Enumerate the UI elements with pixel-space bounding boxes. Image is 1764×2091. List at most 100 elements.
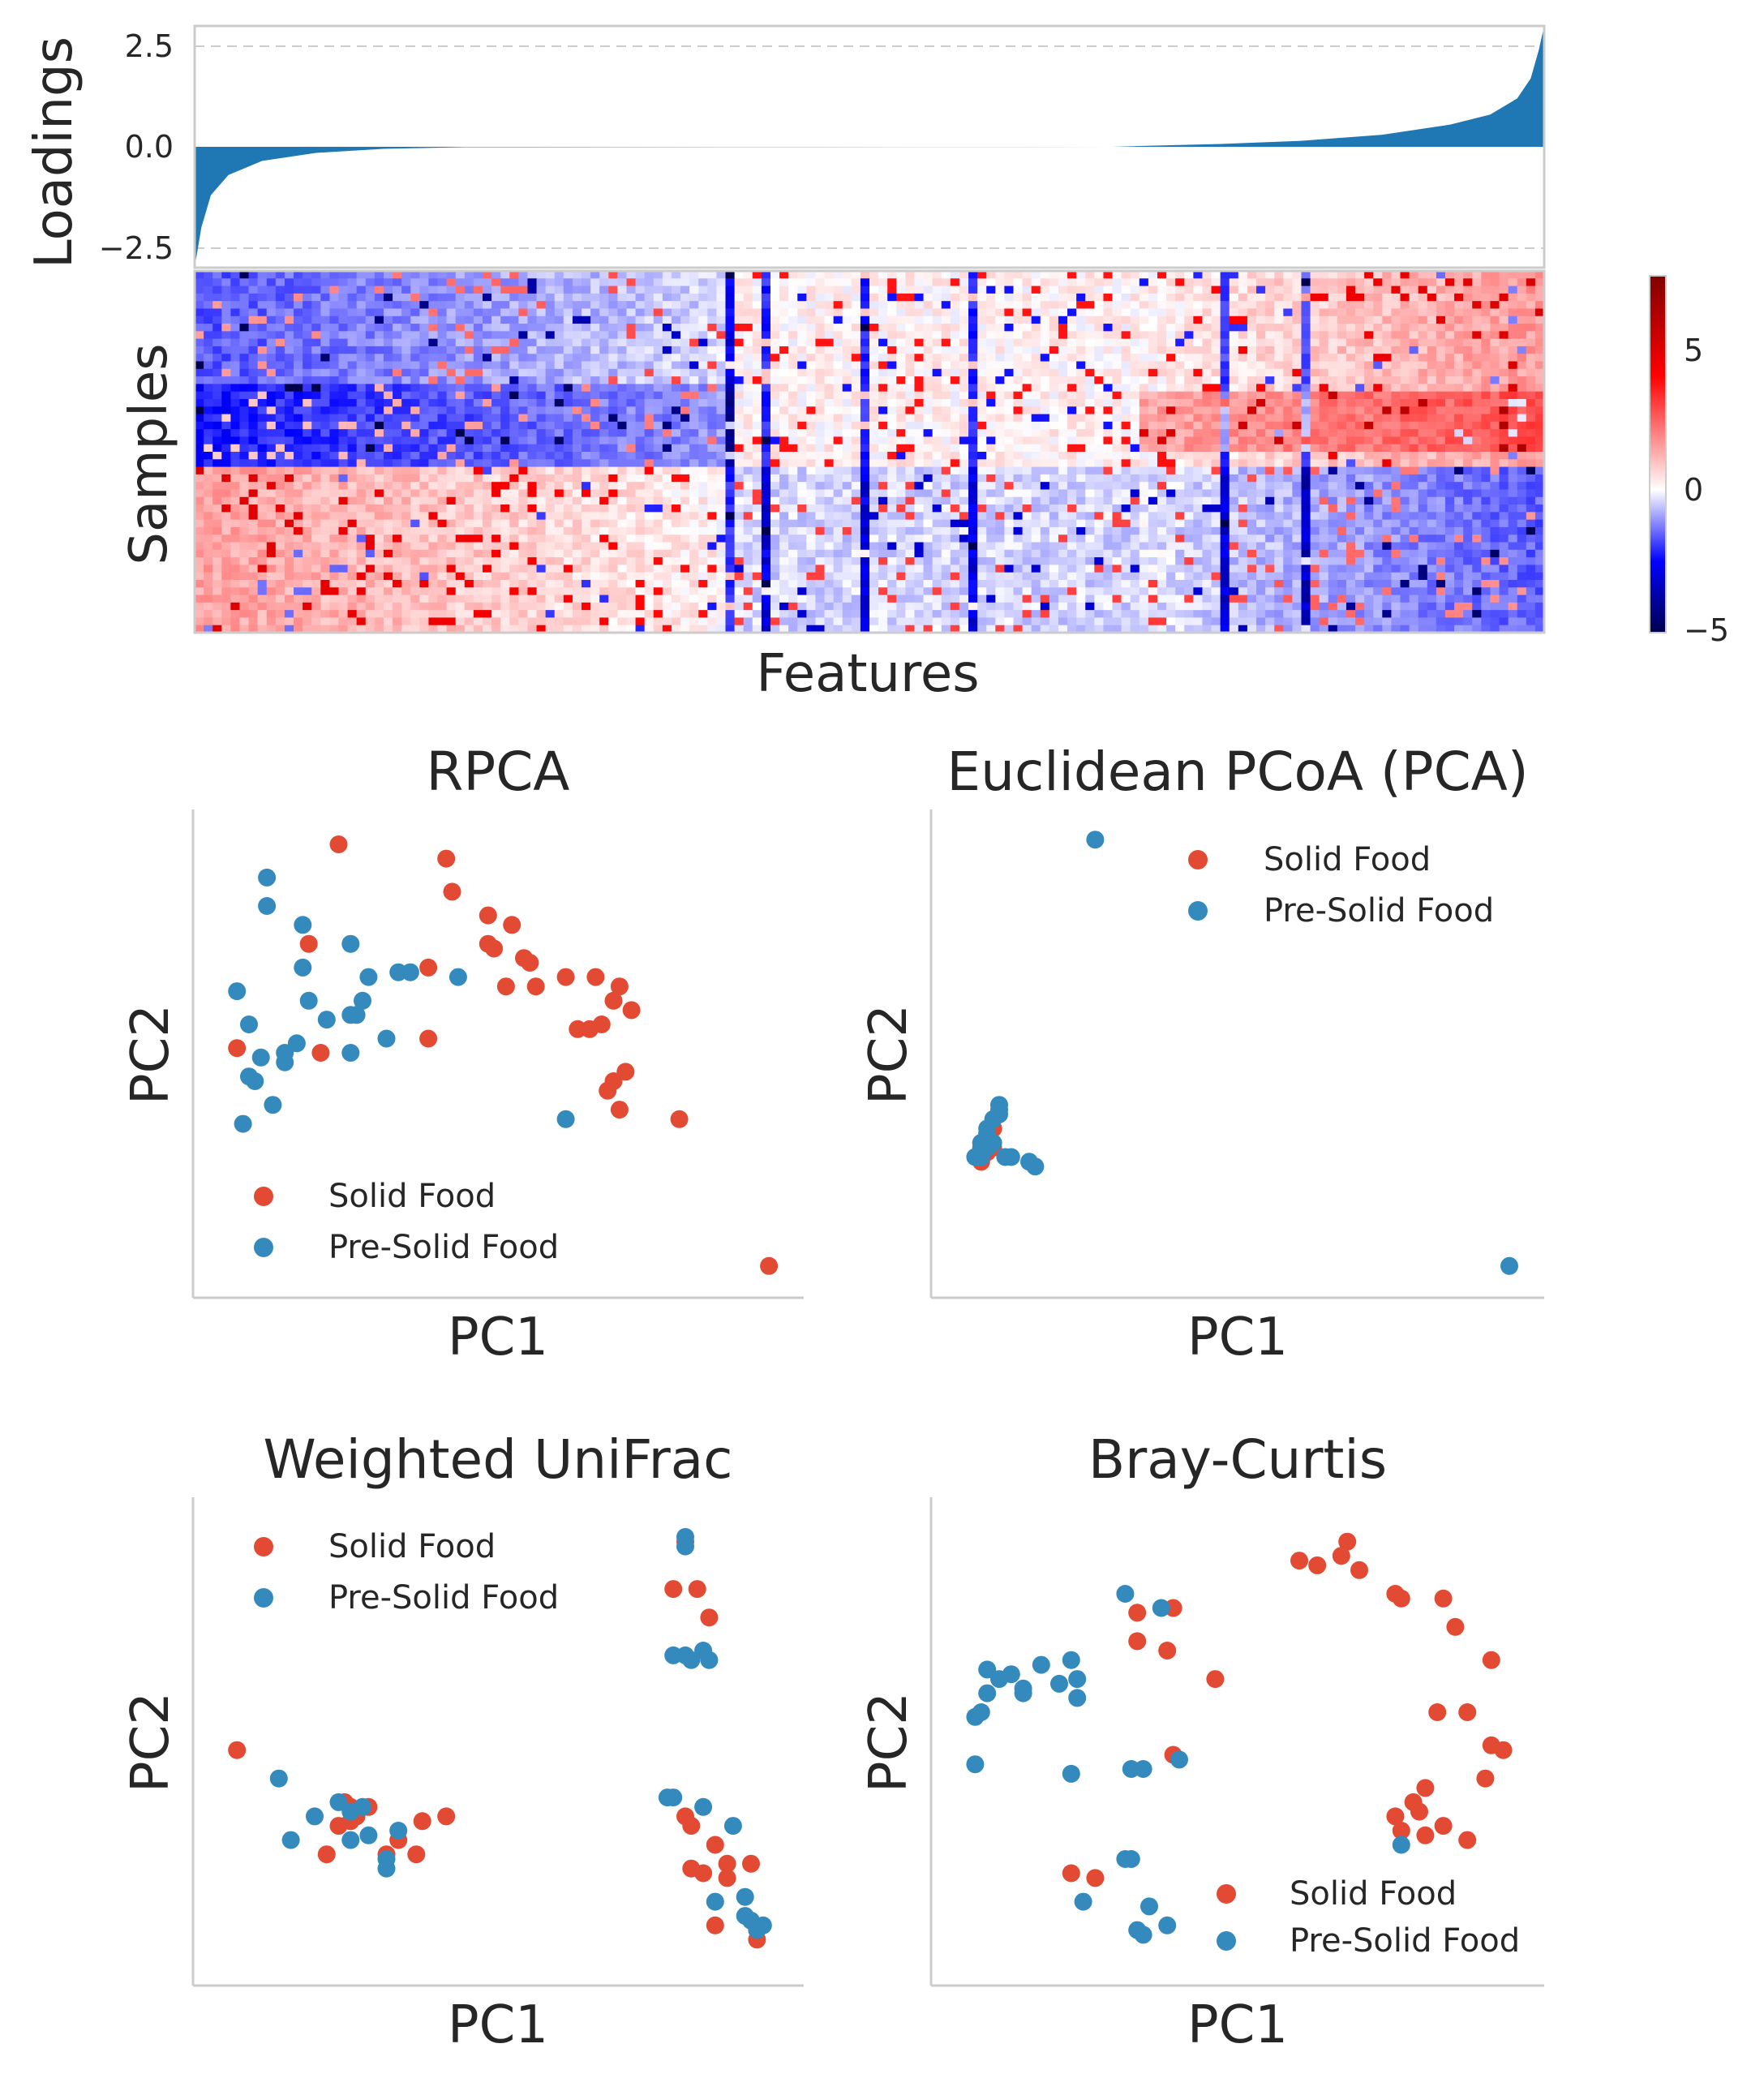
heatmap-cell	[689, 436, 699, 445]
heatmap-cell	[806, 429, 817, 438]
heatmap-cell	[770, 459, 780, 468]
heatmap-cell	[410, 301, 420, 310]
heatmap-cell	[582, 361, 591, 370]
heatmap-cell	[410, 489, 420, 498]
heatmap-cell	[473, 459, 483, 468]
heatmap-cell	[1355, 316, 1365, 324]
heatmap-cell	[482, 421, 492, 430]
heatmap-cell	[743, 376, 753, 384]
heatmap-cell	[509, 354, 519, 363]
heatmap-cell	[1112, 414, 1122, 423]
heatmap-cell	[410, 338, 420, 347]
heatmap-cell	[860, 496, 870, 505]
heatmap-cell	[752, 482, 762, 491]
heatmap-cell	[1508, 376, 1518, 384]
heatmap-cell	[338, 301, 349, 310]
heatmap-cell	[1103, 308, 1114, 317]
heatmap-cell	[851, 452, 861, 460]
heatmap-cell	[1319, 384, 1329, 393]
heatmap-cell	[671, 286, 681, 294]
heatmap-cell	[1166, 421, 1176, 430]
heatmap-cell	[869, 414, 879, 423]
heatmap-cell	[1517, 489, 1527, 498]
heatmap-cell	[959, 452, 969, 460]
heatmap-cell	[1256, 293, 1266, 302]
heatmap-cell	[1508, 354, 1518, 363]
heatmap-cell	[1328, 444, 1338, 453]
heatmap-cell	[671, 278, 681, 287]
heatmap-cell	[284, 436, 294, 445]
heatmap-cell	[752, 324, 762, 332]
heatmap-cell	[1364, 368, 1374, 377]
heatmap-cell	[1472, 482, 1482, 491]
heatmap-cell	[284, 406, 294, 415]
heatmap-cell	[1391, 354, 1401, 363]
heatmap-cell	[1400, 308, 1410, 317]
heatmap-cell	[1193, 414, 1204, 423]
heatmap-cell	[303, 361, 312, 370]
heatmap-cell	[329, 482, 340, 491]
heatmap-cell	[473, 338, 483, 347]
heatmap-cell	[788, 474, 798, 483]
heatmap-cell	[1058, 338, 1068, 347]
heatmap-cell	[419, 338, 430, 347]
heatmap-cell	[1148, 338, 1158, 347]
heatmap-cell	[311, 361, 321, 370]
heatmap-cell	[1184, 489, 1194, 498]
heatmap-cell	[383, 436, 393, 445]
heatmap-cell	[1409, 444, 1419, 453]
heatmap-cell	[941, 496, 951, 505]
heatmap-cell	[1337, 301, 1347, 310]
heatmap-cell	[959, 354, 969, 363]
heatmap-cell	[1337, 376, 1347, 384]
heatmap-cell	[851, 482, 861, 491]
heatmap-cell	[482, 482, 492, 491]
heatmap-cell	[1085, 376, 1095, 384]
heatmap-cell	[294, 346, 303, 354]
heatmap-cell	[1490, 466, 1500, 475]
heatmap-cell	[1454, 436, 1464, 445]
heatmap-cell	[1301, 429, 1311, 438]
heatmap-cell	[428, 474, 439, 483]
heatmap-cell	[284, 286, 294, 294]
heatmap-cell	[797, 406, 807, 415]
heatmap-cell	[878, 421, 888, 430]
heatmap-cell	[779, 361, 789, 370]
heatmap-cell	[195, 496, 204, 505]
heatmap-cell	[1202, 406, 1212, 415]
heatmap-cell	[1085, 429, 1095, 438]
heatmap-cell	[204, 384, 213, 393]
heatmap-cell	[1022, 368, 1032, 377]
heatmap-cell	[1265, 421, 1275, 430]
heatmap-cell	[1094, 406, 1105, 415]
heatmap-cell	[923, 436, 934, 445]
heatmap-cell	[797, 398, 807, 407]
heatmap-cell	[1031, 452, 1041, 460]
heatmap-cell	[977, 301, 987, 310]
heatmap-cell	[266, 376, 277, 384]
heatmap-cell	[554, 308, 564, 317]
heatmap-cell	[1508, 391, 1518, 400]
heatmap-cell	[1049, 414, 1059, 423]
heatmap-cell	[752, 414, 762, 423]
heatmap-cell	[653, 474, 663, 483]
heatmap-cell	[698, 308, 708, 317]
heatmap-cell	[923, 421, 934, 430]
heatmap-cell	[446, 459, 457, 468]
heatmap-cell	[1022, 452, 1032, 460]
heatmap-cell	[977, 512, 987, 521]
heatmap-cell	[662, 384, 672, 393]
heatmap-cell	[455, 489, 466, 498]
heatmap-cell	[545, 331, 556, 340]
heatmap-cell	[1337, 354, 1347, 363]
heatmap-cell	[950, 466, 960, 475]
heatmap-cell	[653, 512, 663, 521]
heatmap-cell	[1444, 301, 1455, 310]
heatmap-cell	[1247, 489, 1257, 498]
heatmap-cell	[1175, 482, 1185, 491]
heatmap-cell	[860, 505, 870, 513]
heatmap-cell	[527, 489, 538, 498]
heatmap-cell	[257, 496, 268, 505]
heatmap-cell	[842, 324, 852, 332]
heatmap-cell	[1463, 368, 1473, 377]
